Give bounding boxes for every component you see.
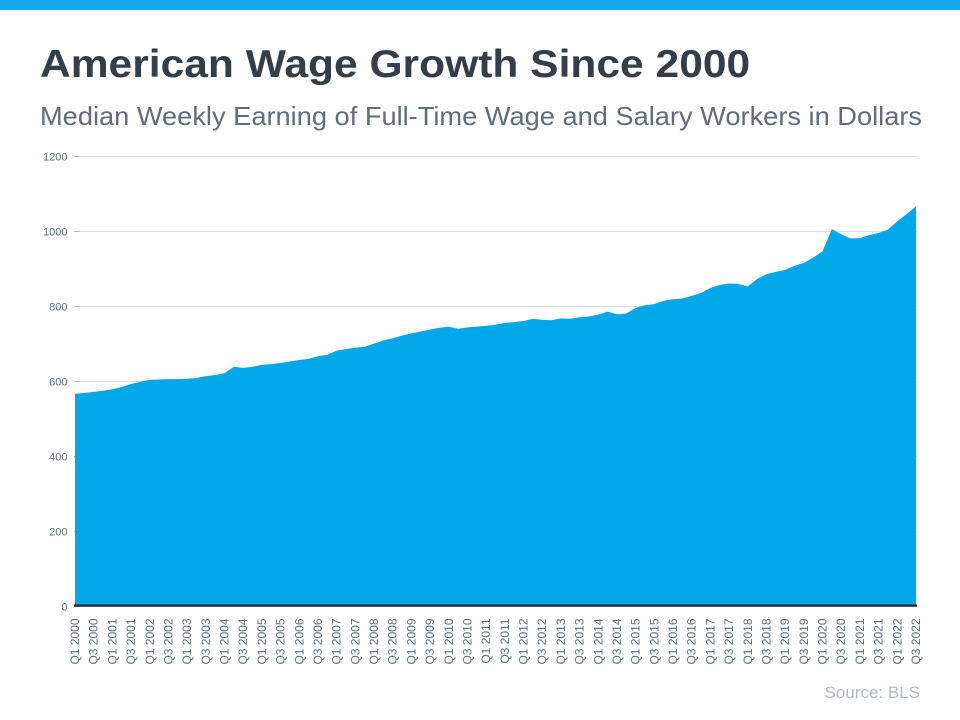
- svg-text:Q1 2008: Q1 2008: [367, 618, 381, 664]
- svg-text:Q1 2016: Q1 2016: [666, 618, 680, 664]
- svg-text:Q3 2015: Q3 2015: [647, 618, 661, 664]
- svg-text:Q3 2011: Q3 2011: [498, 618, 512, 663]
- top-accent-bar: [0, 0, 960, 10]
- svg-text:Q3 2018: Q3 2018: [759, 618, 773, 664]
- svg-text:Q1 2007: Q1 2007: [330, 618, 344, 664]
- svg-text:Q1 2012: Q1 2012: [517, 618, 531, 664]
- svg-text:Q1 2006: Q1 2006: [292, 618, 306, 664]
- svg-text:Q1 2009: Q1 2009: [404, 618, 418, 664]
- svg-text:Q1 2010: Q1 2010: [442, 618, 456, 664]
- svg-text:Q3 2014: Q3 2014: [610, 618, 624, 664]
- x-axis-labels: Q1 2000 Q3 2000 Q1 2001 Q3 2001 Q1 2002 Q3 20…: [68, 618, 923, 664]
- chart-subtitle: Median Weekly Earning of Full-Time Wage …: [40, 101, 923, 131]
- svg-text:Q3 2022: Q3 2022: [909, 618, 923, 664]
- svg-text:Q3 2002: Q3 2002: [161, 618, 175, 664]
- svg-text:Q1 2001: Q1 2001: [105, 618, 119, 664]
- y-axis-labels: 0 200 400 600 800 1000 1200: [43, 152, 67, 614]
- svg-text:Q3 2006: Q3 2006: [311, 618, 325, 664]
- svg-text:Q1 2022: Q1 2022: [890, 618, 904, 664]
- svg-text:Q3 2003: Q3 2003: [199, 618, 213, 664]
- svg-text:Q1 2002: Q1 2002: [143, 618, 157, 664]
- svg-text:Q1 2011: Q1 2011: [479, 618, 493, 663]
- svg-text:Q1 2019: Q1 2019: [778, 618, 792, 664]
- svg-text:Q3 2016: Q3 2016: [685, 618, 699, 664]
- source-attribution: Source: BLS: [824, 683, 920, 702]
- svg-text:600: 600: [49, 377, 67, 389]
- svg-text:Q1 2000: Q1 2000: [68, 618, 82, 664]
- svg-text:Q1 2014: Q1 2014: [591, 618, 605, 664]
- svg-text:200: 200: [49, 527, 67, 539]
- svg-text:Q1 2017: Q1 2017: [703, 618, 717, 664]
- svg-text:Q3 2008: Q3 2008: [386, 618, 400, 664]
- svg-text:1000: 1000: [43, 227, 67, 239]
- chart-title: American Wage Growth Since 2000: [40, 43, 751, 86]
- svg-text:Q1 2005: Q1 2005: [255, 618, 269, 664]
- svg-text:Q1 2021: Q1 2021: [853, 618, 867, 664]
- svg-text:800: 800: [49, 302, 67, 314]
- svg-text:Q1 2015: Q1 2015: [629, 618, 643, 664]
- svg-text:Q3 2019: Q3 2019: [797, 618, 811, 664]
- svg-text:Q3 2009: Q3 2009: [423, 618, 437, 664]
- svg-text:Q3 2021: Q3 2021: [872, 618, 886, 664]
- svg-text:Q3 2007: Q3 2007: [348, 618, 362, 664]
- svg-text:Q1 2003: Q1 2003: [180, 618, 194, 664]
- svg-text:0: 0: [61, 602, 67, 614]
- svg-text:Q1 2004: Q1 2004: [218, 618, 232, 664]
- svg-text:Q3 2017: Q3 2017: [722, 618, 736, 664]
- svg-text:Q3 2000: Q3 2000: [87, 618, 101, 664]
- wage-area-series: [75, 206, 916, 606]
- svg-text:Q1 2020: Q1 2020: [816, 618, 830, 664]
- svg-text:Q3 2001: Q3 2001: [124, 618, 138, 664]
- svg-text:1200: 1200: [43, 152, 67, 164]
- svg-text:Q3 2010: Q3 2010: [460, 618, 474, 664]
- svg-text:Q3 2004: Q3 2004: [236, 618, 250, 664]
- svg-text:Q1 2013: Q1 2013: [554, 618, 568, 664]
- svg-text:Q3 2012: Q3 2012: [535, 618, 549, 664]
- svg-text:Q1 2018: Q1 2018: [741, 618, 755, 664]
- svg-text:Q3 2013: Q3 2013: [573, 618, 587, 664]
- svg-text:400: 400: [49, 452, 67, 464]
- svg-text:Q3 2005: Q3 2005: [274, 618, 288, 664]
- svg-text:Q3 2020: Q3 2020: [834, 618, 848, 664]
